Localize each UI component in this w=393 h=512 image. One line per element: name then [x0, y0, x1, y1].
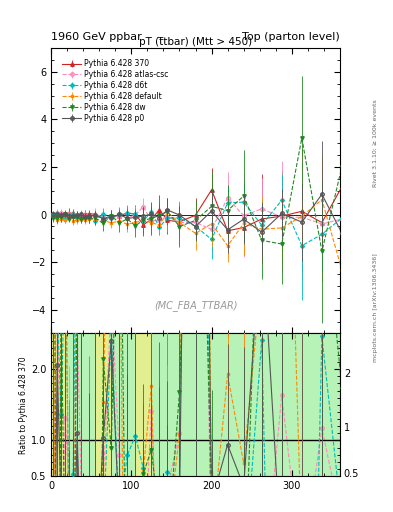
- Text: 0.5: 0.5: [344, 468, 359, 479]
- Title: pT (t̅tbar) (Mtt > 450): pT (t̅tbar) (Mtt > 450): [139, 37, 252, 47]
- Y-axis label: Ratio to Pythia 6.428 370: Ratio to Pythia 6.428 370: [19, 356, 28, 454]
- Text: 1960 GeV ppbar: 1960 GeV ppbar: [51, 32, 142, 42]
- Text: (MC_FBA_TTBAR): (MC_FBA_TTBAR): [154, 300, 237, 311]
- Text: 1: 1: [344, 422, 350, 433]
- Text: 2: 2: [344, 369, 350, 379]
- Bar: [95, 333, 111, 476]
- Bar: [135, 333, 151, 476]
- Bar: [51, 333, 67, 476]
- Text: Top (parton level): Top (parton level): [242, 32, 340, 42]
- Text: mcplots.cern.ch [arXiv:1306.3436]: mcplots.cern.ch [arXiv:1306.3436]: [373, 253, 378, 361]
- Bar: [51, 333, 340, 476]
- Text: Rivet 3.1.10; ≥ 100k events: Rivet 3.1.10; ≥ 100k events: [373, 99, 378, 187]
- Legend: Pythia 6.428 370, Pythia 6.428 atlas-csc, Pythia 6.428 d6t, Pythia 6.428 default: Pythia 6.428 370, Pythia 6.428 atlas-csc…: [61, 58, 170, 124]
